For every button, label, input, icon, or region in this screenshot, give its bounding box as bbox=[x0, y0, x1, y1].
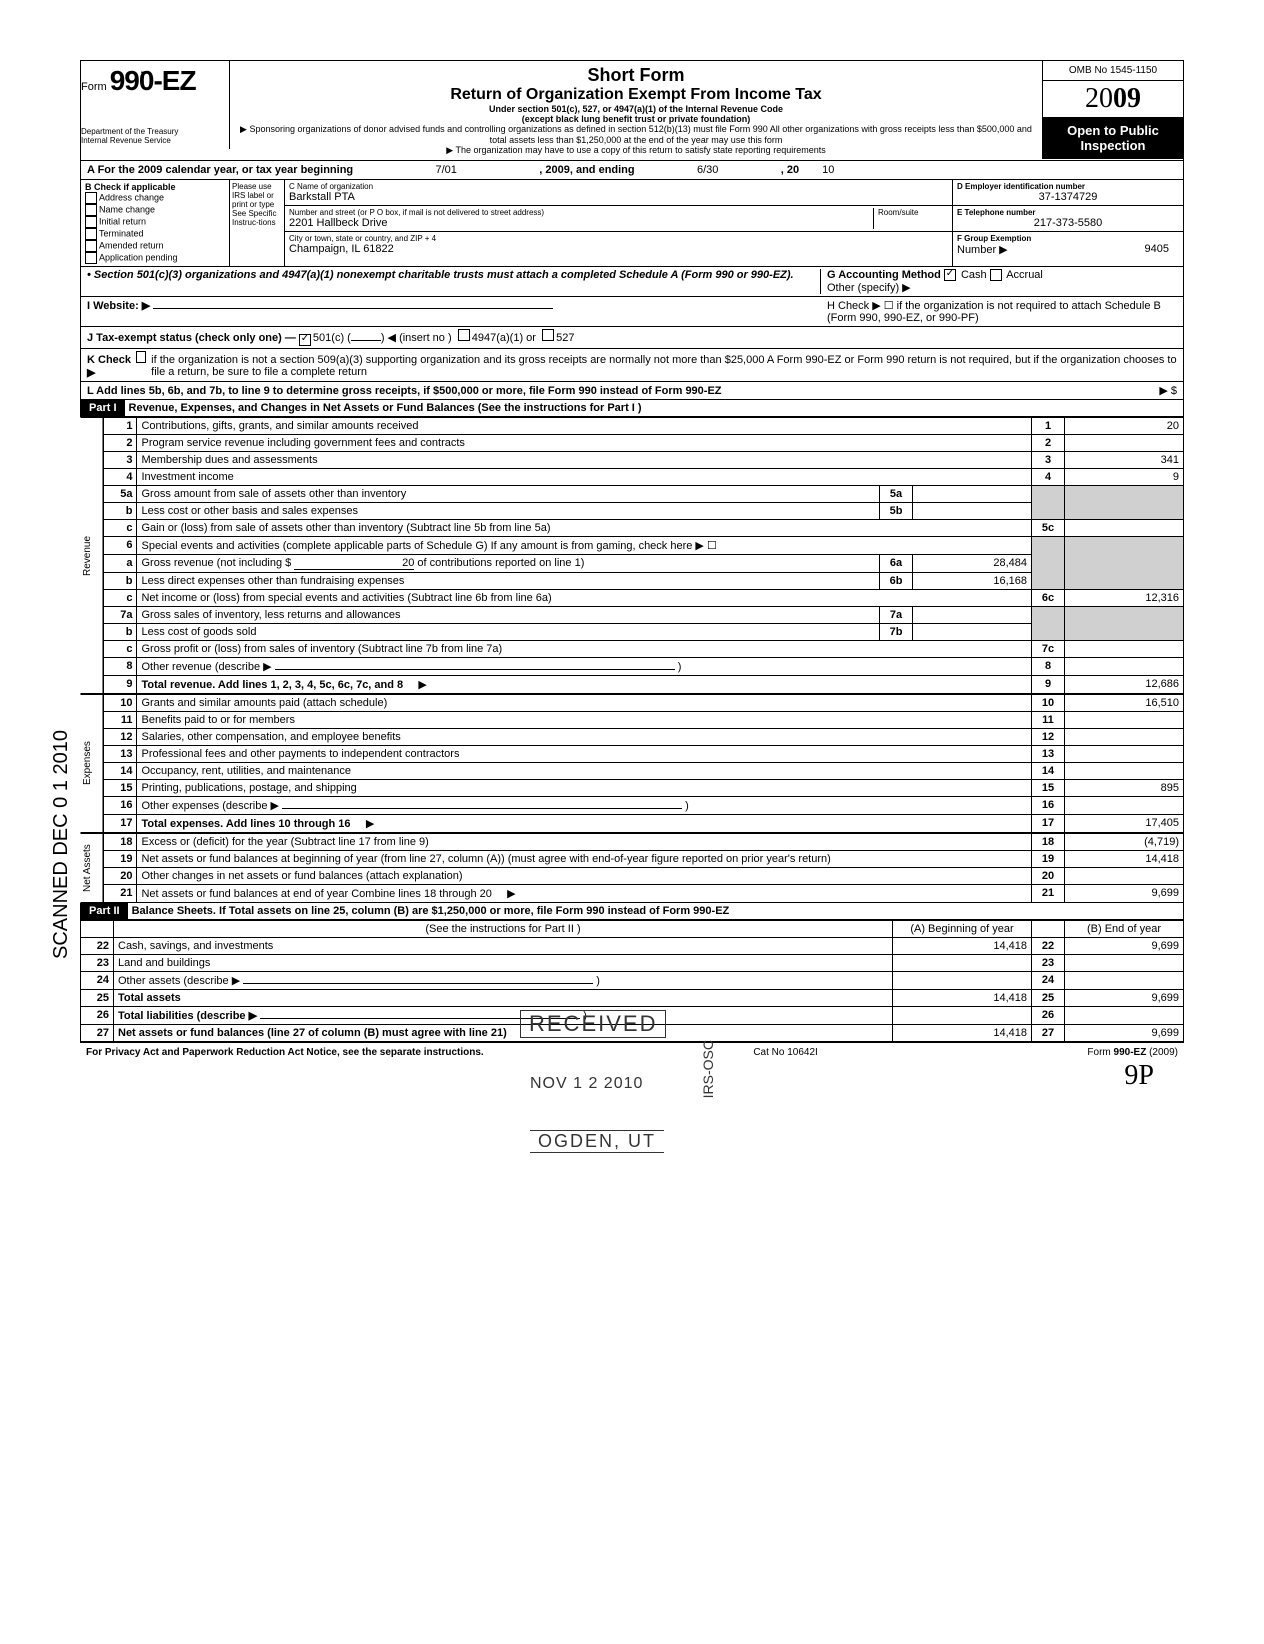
open-public-1: Open to Public bbox=[1047, 123, 1179, 138]
part-1-title: Revenue, Expenses, and Changes in Net As… bbox=[125, 400, 1183, 416]
col-a-header: (A) Beginning of year bbox=[893, 921, 1032, 938]
part-1-header: Part I bbox=[81, 400, 125, 416]
open-public-2: Inspection bbox=[1047, 138, 1179, 153]
part-2-title: Balance Sheets. If Total assets on line … bbox=[128, 903, 1183, 919]
checkbox-527[interactable] bbox=[542, 329, 554, 341]
title-main: Return of Organization Exempt From Incom… bbox=[240, 86, 1032, 104]
line-k-text: if the organization is not a section 509… bbox=[151, 354, 1177, 378]
row-a: A For the 2009 calendar year, or tax yea… bbox=[80, 160, 1184, 180]
tax-year: 2009 bbox=[1043, 81, 1183, 117]
line-l-amount: ▶ $ bbox=[1159, 384, 1177, 397]
checkbox-accrual[interactable] bbox=[990, 269, 1002, 281]
phone: 217-373-5580 bbox=[957, 217, 1179, 229]
form-number: 990-EZ bbox=[110, 65, 196, 96]
side-revenue: Revenue bbox=[80, 417, 103, 694]
side-net-assets: Net Assets bbox=[80, 833, 103, 903]
checkbox-pending[interactable] bbox=[85, 252, 97, 264]
col-b-header: (B) End of year bbox=[1065, 921, 1184, 938]
header-note-2: ▶ The organization may have to use a cop… bbox=[240, 145, 1032, 156]
footer-catno: Cat No 10642I bbox=[753, 1047, 818, 1058]
stamp-ogden: OGDEN, UT bbox=[530, 1130, 664, 1153]
artifact-mark: . bbox=[140, 60, 144, 76]
other-specify: Other (specify) ▶ bbox=[827, 281, 1177, 294]
line-h: H Check ▶ ☐ if the organization is not r… bbox=[827, 299, 1177, 324]
address: 2201 Hallbeck Drive bbox=[289, 217, 873, 229]
signature: 9P bbox=[1124, 1060, 1154, 1092]
line-k: K Check ▶ bbox=[87, 354, 133, 379]
line-l: L Add lines 5b, 6b, and 7b, to line 9 to… bbox=[87, 385, 722, 397]
stamp-date: NOV 1 2 2010 bbox=[530, 1075, 643, 1093]
checkbox-cash[interactable] bbox=[944, 269, 956, 281]
addr-label: Number and street (or P O box, if mail i… bbox=[289, 208, 873, 217]
e-label: E Telephone number bbox=[957, 208, 1036, 217]
line-j: J Tax-exempt status (check only one) — bbox=[87, 332, 296, 344]
f-label: F Group Exemption bbox=[957, 234, 1031, 243]
checkbox-terminated[interactable] bbox=[85, 228, 97, 240]
checkbox-initial-return[interactable] bbox=[85, 216, 97, 228]
footer-privacy: For Privacy Act and Paperwork Reduction … bbox=[86, 1047, 484, 1058]
line-i: I Website: ▶ bbox=[87, 300, 150, 312]
ein: 37-1374729 bbox=[957, 191, 1179, 203]
section-501c3-note: • Section 501(c)(3) organizations and 49… bbox=[87, 269, 820, 281]
part2-instructions: (See the instructions for Part II ) bbox=[114, 921, 893, 938]
group-exemption: 9405 bbox=[1145, 243, 1179, 255]
footer-form: Form 990-EZ (2009) bbox=[1087, 1047, 1178, 1058]
checkbox-amended[interactable] bbox=[85, 240, 97, 252]
header-note-1: ▶ Sponsoring organizations of donor advi… bbox=[240, 124, 1032, 145]
d-label: D Employer identification number bbox=[957, 182, 1085, 191]
stamp-scanned: SCANNED DEC 0 1 2010 bbox=[50, 730, 73, 959]
org-name: Barkstall PTA bbox=[289, 191, 948, 203]
city-label: City or town, state or country, and ZIP … bbox=[289, 234, 948, 243]
subtitle-2: (except black lung benefit trust or priv… bbox=[522, 114, 751, 124]
dept-irs: Internal Revenue Service bbox=[81, 136, 221, 145]
b-label: B Check if applicable bbox=[85, 182, 176, 192]
part-2-header: Part II bbox=[81, 903, 128, 919]
instructions-note: Please use IRS label or print or type Se… bbox=[230, 180, 285, 266]
checkbox-k[interactable] bbox=[136, 351, 146, 363]
room-suite: Room/suite bbox=[873, 208, 948, 229]
subtitle-1: Under section 501(c), 527, or 4947(a)(1)… bbox=[489, 104, 783, 114]
omb-number: OMB No 1545-1150 bbox=[1043, 61, 1183, 81]
form-prefix: Form bbox=[81, 81, 107, 93]
checkbox-name-change[interactable] bbox=[85, 204, 97, 216]
title-short-form: Short Form bbox=[240, 65, 1032, 86]
checkbox-4947[interactable] bbox=[458, 329, 470, 341]
side-expenses: Expenses bbox=[80, 694, 103, 833]
checkbox-address-change[interactable] bbox=[85, 192, 97, 204]
dept-treasury: Department of the Treasury bbox=[81, 97, 221, 136]
g-label: G Accounting Method bbox=[827, 269, 941, 281]
c-label: C Name of organization bbox=[289, 182, 948, 191]
city: Champaign, IL 61822 bbox=[289, 243, 948, 255]
checkbox-501c[interactable] bbox=[299, 334, 311, 346]
